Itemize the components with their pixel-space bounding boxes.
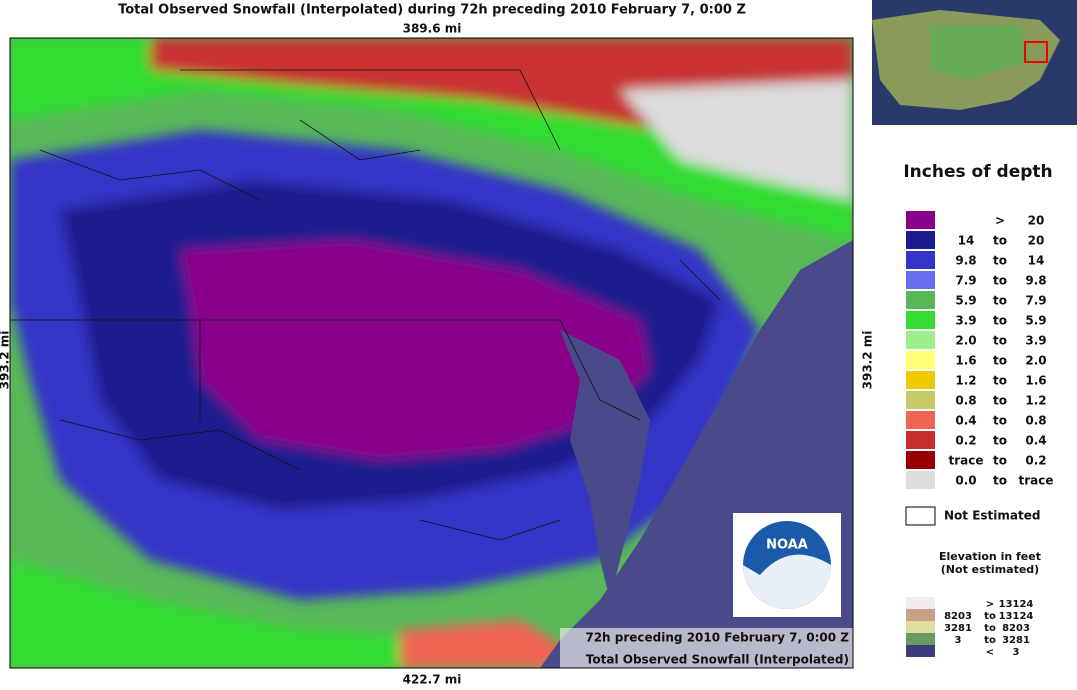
legend-label: 1.6 <box>1025 374 1046 388</box>
title: Total Observed Snowfall (Interpolated) d… <box>118 3 746 18</box>
top-distance: 389.6 mi <box>403 22 462 36</box>
legend-label: 3 <box>955 635 962 646</box>
legend-swatch <box>906 471 935 489</box>
legend-label: 0.4 <box>1025 434 1046 448</box>
legend-swatch <box>906 351 935 369</box>
legend-label: 7.9 <box>955 274 976 288</box>
legend-label: to <box>993 354 1007 368</box>
legend-label: trace <box>948 454 983 468</box>
legend-label: 7.9 <box>1025 294 1046 308</box>
legend-label: to <box>993 474 1007 488</box>
legend-label: to <box>984 635 996 646</box>
legend-label: 0.0 <box>955 474 976 488</box>
legend-label: 9.8 <box>1025 274 1046 288</box>
legend-label: Not Estimated <box>944 509 1040 523</box>
legend-label: 0.2 <box>955 434 976 448</box>
legend-swatch <box>906 211 935 229</box>
legend-label: 2.0 <box>955 334 976 348</box>
legend-swatch <box>906 331 935 349</box>
legend: >20 14 to 20 9.8 to 14 7.9 to 9.8 5.9 to 7.9 3.9 to 5.9… <box>906 211 1054 658</box>
legend-label: 2.0 <box>1025 354 1046 368</box>
legend-label: 1.2 <box>1025 394 1046 408</box>
legend-label: 0.4 <box>955 414 976 428</box>
legend-label: 0.8 <box>1025 414 1046 428</box>
legend-label: to <box>993 454 1007 468</box>
legend-label: 3281 <box>944 623 972 634</box>
legend-swatch <box>906 597 935 609</box>
legend-label: 3.9 <box>955 314 976 328</box>
legend-swatch <box>906 311 935 329</box>
legend-label: to <box>993 314 1007 328</box>
legend-swatch <box>906 633 935 645</box>
map-frame <box>9 37 854 669</box>
legend-label: to <box>993 274 1007 288</box>
legend-label: to <box>993 234 1007 248</box>
legend-label: > <box>986 599 994 610</box>
legend-swatch <box>906 451 935 469</box>
legend-label: 1.2 <box>955 374 976 388</box>
legend-label: 13124 <box>999 599 1034 610</box>
inset-map <box>872 0 1077 125</box>
bottom-distance: 422.7 mi <box>403 673 462 687</box>
legend-label: to <box>993 334 1007 348</box>
legend-label: 8203 <box>944 611 972 622</box>
legend-label: 14 <box>1028 254 1045 268</box>
legend-label: to <box>993 294 1007 308</box>
legend-label: 5.9 <box>955 294 976 308</box>
legend-label: 0.2 <box>1025 454 1046 468</box>
legend-label: to <box>993 394 1007 408</box>
right-distance: 393.2 mi <box>861 331 875 390</box>
legend-label: 20 <box>1028 234 1045 248</box>
legend-label: 0.8 <box>955 394 976 408</box>
legend-label: to <box>993 374 1007 388</box>
legend-title: Inches of depth <box>903 162 1052 182</box>
legend-swatch <box>906 251 935 269</box>
legend-swatch <box>906 231 935 249</box>
map-caption: 72h preceding 2010 February 7, 0:00 Z <box>585 631 849 645</box>
legend-label: 14 <box>958 234 975 248</box>
legend-label: to <box>993 414 1007 428</box>
left-distance: 393.2 mi <box>0 331 12 390</box>
legend-label: to <box>984 623 996 634</box>
legend-label: > <box>995 214 1005 228</box>
legend-label: to <box>984 611 996 622</box>
legend-swatch <box>906 645 935 657</box>
map-caption: Total Observed Snowfall (Interpolated) <box>586 653 849 667</box>
legend-label: to <box>993 434 1007 448</box>
legend-label: to <box>993 254 1007 268</box>
legend-label: 20 <box>1028 214 1045 228</box>
legend-label: < <box>986 647 994 658</box>
legend-label: 8203 <box>1002 623 1030 634</box>
elevation-title: Elevation in feet <box>939 550 1041 563</box>
legend-swatch <box>906 271 935 289</box>
legend-label: 5.9 <box>1025 314 1046 328</box>
snowfall-map: NOAA 72h preceding 2010 February 7, 0:00… <box>10 38 853 668</box>
legend-swatch <box>906 609 935 621</box>
legend-swatch <box>905 506 936 526</box>
legend-label: 9.8 <box>955 254 976 268</box>
legend-swatch <box>906 411 935 429</box>
legend-label: 3 <box>1013 647 1020 658</box>
legend-swatch <box>906 291 935 309</box>
legend-label: 1.6 <box>955 354 976 368</box>
legend-label: 3281 <box>1002 635 1030 646</box>
legend-swatch <box>906 621 935 633</box>
legend-swatch <box>906 431 935 449</box>
legend-label: 3.9 <box>1025 334 1046 348</box>
logo-text: NOAA <box>766 538 808 553</box>
legend-label: 13124 <box>999 611 1034 622</box>
legend-swatch <box>906 391 935 409</box>
legend-label: trace <box>1018 474 1053 488</box>
elevation-title: (Not estimated) <box>941 563 1039 576</box>
legend-swatch <box>906 371 935 389</box>
